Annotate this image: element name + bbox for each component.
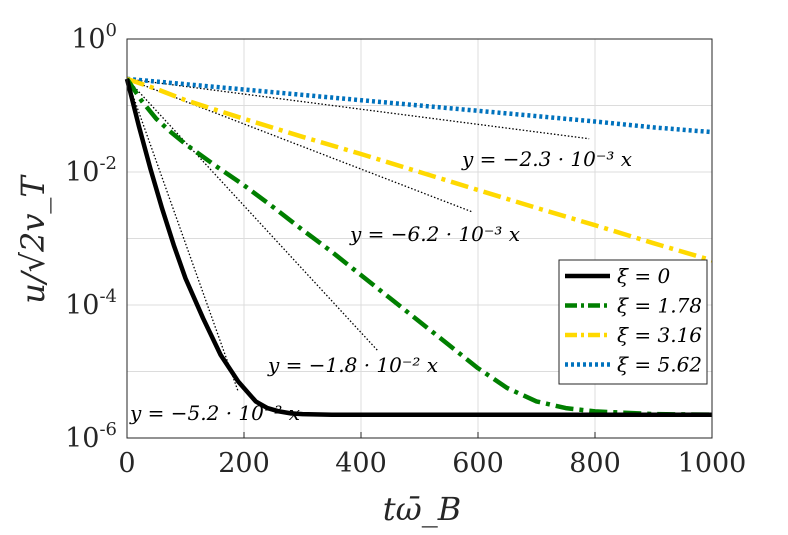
fit-lines <box>126 78 590 392</box>
fit-annotations: y = −5.2 · 10⁻² x y = −1.8 · 10⁻² x y = … <box>129 147 632 425</box>
legend-label-2: ξ = 3.16 <box>617 323 702 347</box>
x-tick-label-0: 0 <box>118 448 135 479</box>
x-tick-label-3: 600 <box>452 448 504 479</box>
plot-frame <box>126 38 713 439</box>
series-line-3 <box>126 76 713 135</box>
fit-label-4: y = −2.3 · 10⁻³ x <box>461 147 632 171</box>
fit-label-1: y = −5.2 · 10⁻² x <box>129 401 300 425</box>
fit-line-1 <box>126 78 239 392</box>
series-lines <box>124 76 713 417</box>
series-line-1 <box>125 77 713 417</box>
y-tick-label-2: 10-4 <box>65 286 117 321</box>
y-tick-label-0: 100 <box>71 20 117 55</box>
y-tick-label-3: 10-6 <box>65 419 117 454</box>
x-tick-label-4: 800 <box>569 448 621 479</box>
fit-line-2 <box>126 78 380 352</box>
y-tick-labels: 100 10-2 10-4 10-6 <box>65 20 117 454</box>
legend-label-0: ξ = 0 <box>617 264 670 288</box>
legend-label-3: ξ = 5.62 <box>617 353 702 377</box>
series-line-2 <box>126 76 713 263</box>
fit-label-2: y = −1.8 · 10⁻² x <box>267 353 438 377</box>
x-axis-label: tω̄_B <box>383 490 461 528</box>
x-tick-labels: 0 200 400 600 800 1000 <box>118 448 746 479</box>
y-axis-label: u/√2v_T <box>14 174 52 304</box>
fit-label-3: y = −6.2 · 10⁻³ x <box>349 222 520 246</box>
y-tick-label-1: 10-2 <box>65 153 117 188</box>
legend-label-1: ξ = 1.78 <box>617 294 702 318</box>
fit-line-3 <box>126 78 473 213</box>
legend: ξ = 0 ξ = 1.78 ξ = 3.16 ξ = 5.62 <box>558 259 708 385</box>
series-line-0 <box>124 78 712 417</box>
legend-items: ξ = 0 ξ = 1.78 ξ = 3.16 ξ = 5.62 <box>565 264 702 377</box>
fit-line-4 <box>126 78 590 140</box>
x-tick-label-1: 200 <box>218 448 270 479</box>
x-tick-label-2: 400 <box>335 448 387 479</box>
x-tick-label-5: 1000 <box>678 448 747 479</box>
